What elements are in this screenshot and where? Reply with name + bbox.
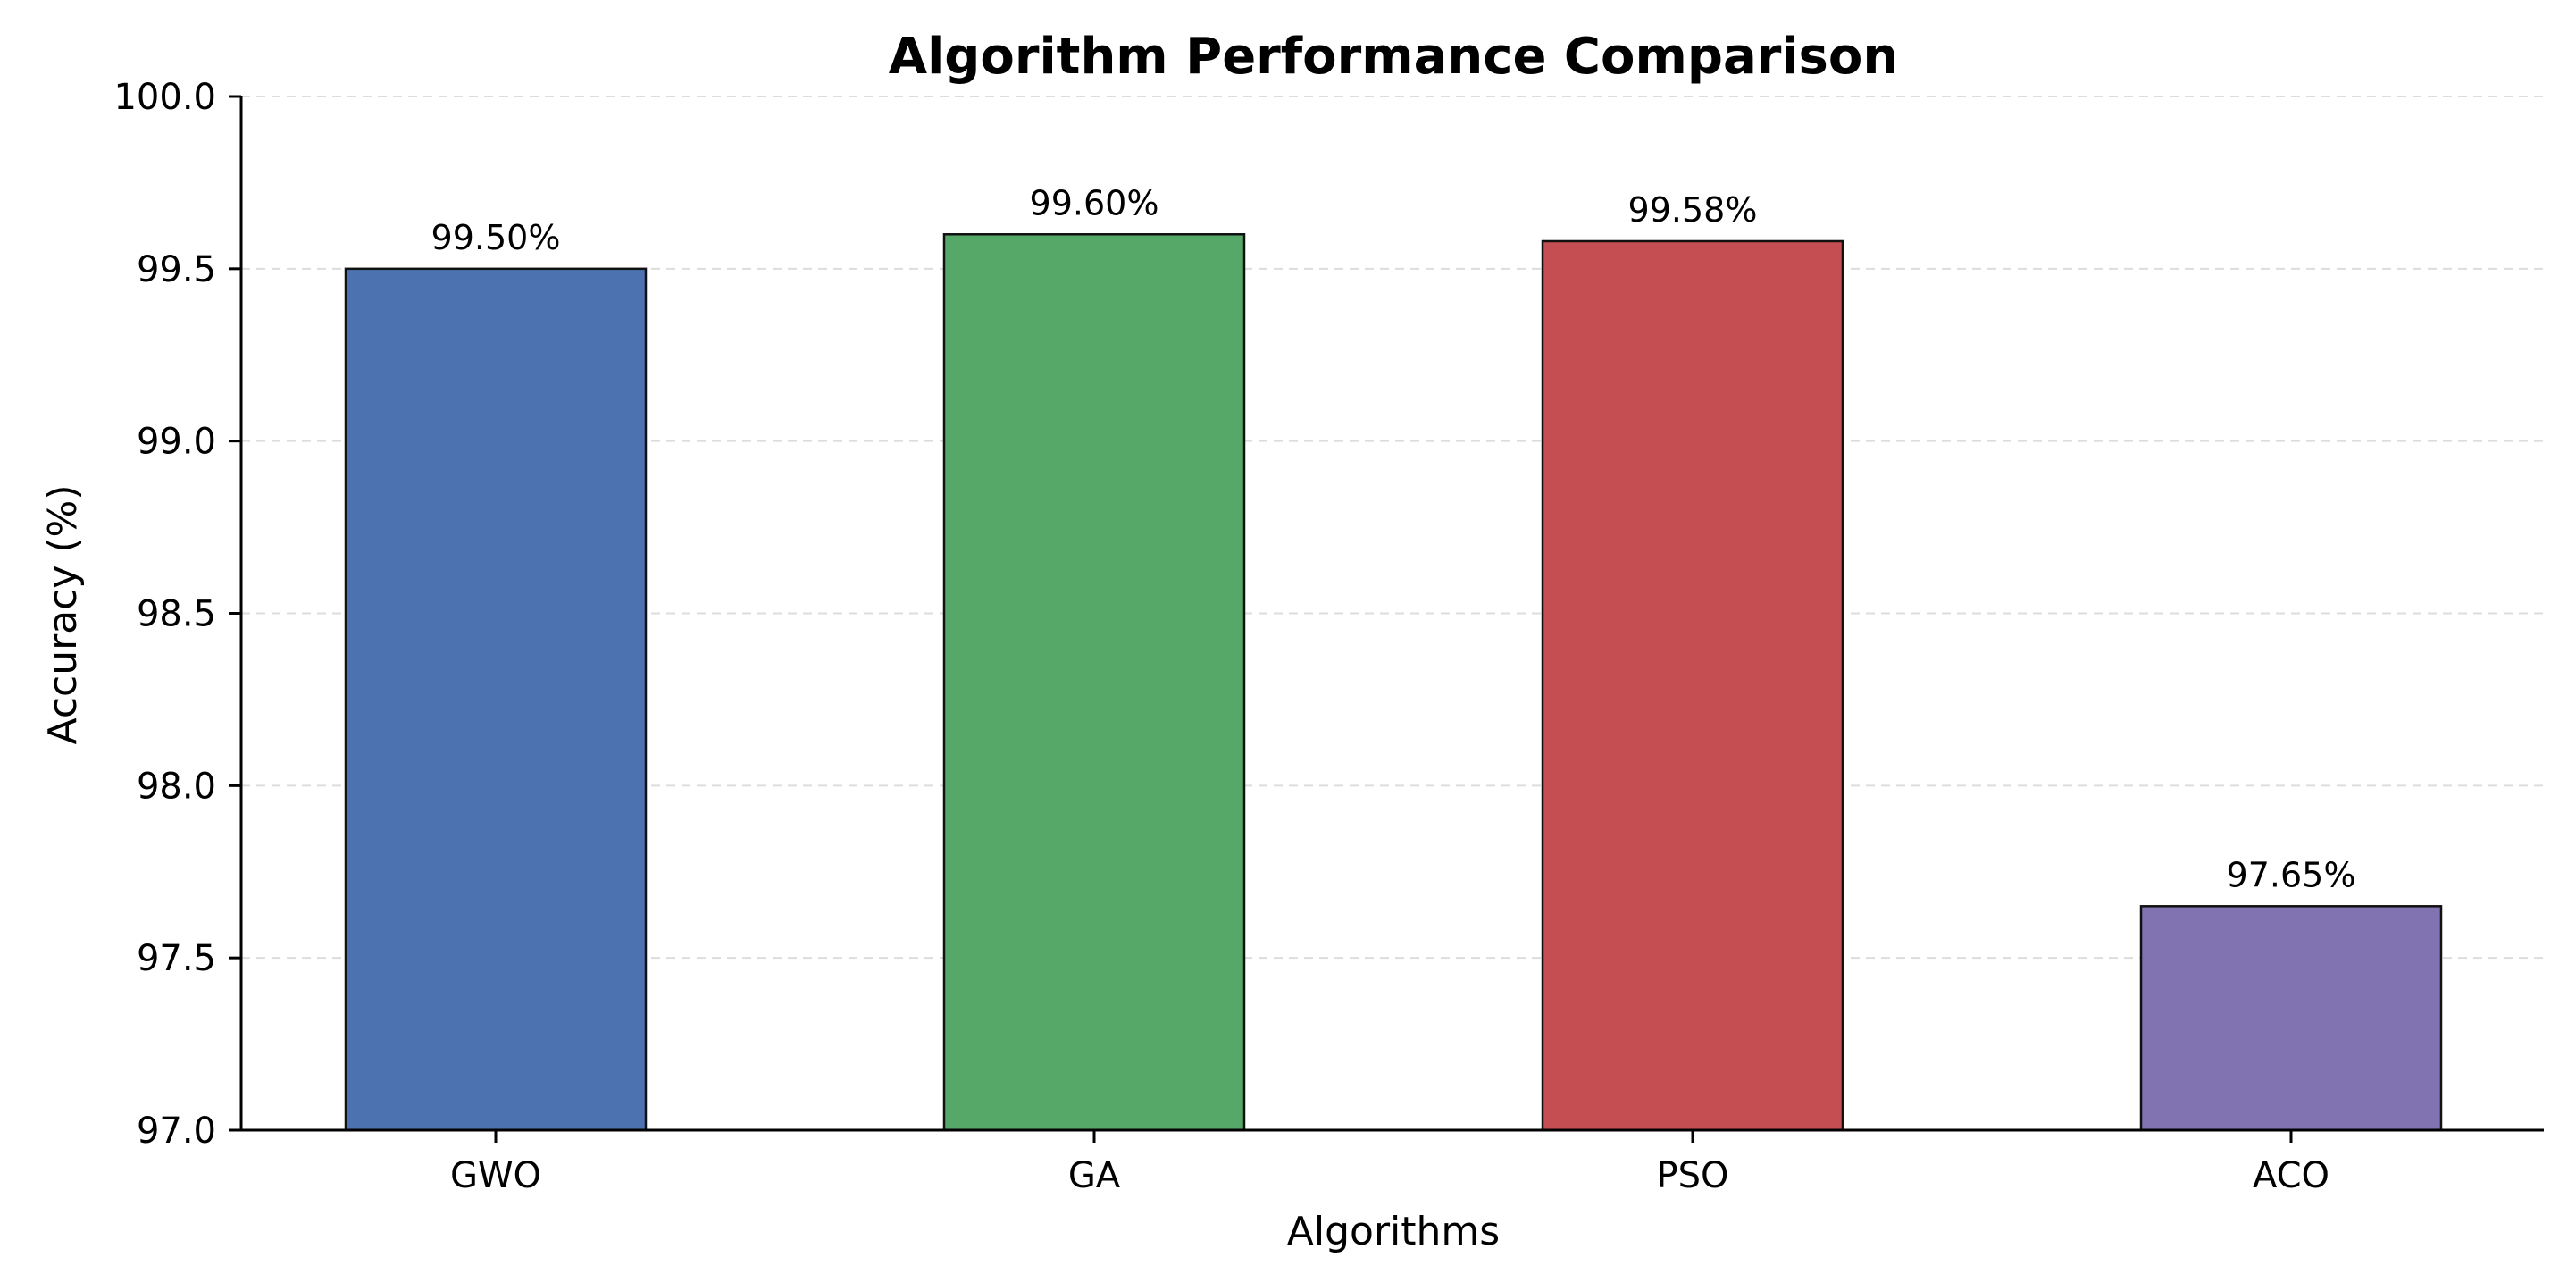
data-label-aco: 97.65% (2227, 855, 2356, 894)
bar-gwo (344, 267, 648, 1132)
data-label-pso: 99.58% (1628, 190, 1758, 230)
y-tick-label: 100.0 (113, 77, 216, 118)
x-ticks: GWO GA PSO ACO (450, 1130, 2329, 1196)
x-tick-label: GA (1068, 1155, 1121, 1196)
data-label-gwo: 99.50% (431, 218, 561, 257)
bars (344, 233, 2443, 1132)
y-tick-label: 97.5 (137, 938, 216, 979)
bar-pso (1541, 239, 1844, 1132)
y-tick-label: 99.5 (137, 249, 216, 290)
data-label-ga: 99.60% (1030, 183, 1159, 222)
y-tick-label: 98.5 (137, 594, 216, 635)
y-axis-title: Accuracy (%) (40, 484, 86, 744)
y-tick-label: 98.0 (137, 766, 216, 807)
y-tick-label: 97.0 (137, 1111, 216, 1152)
bar-aco (2139, 905, 2443, 1132)
y-tick-label: 99.0 (137, 422, 216, 463)
data-labels: 99.50% 99.60% 99.58% 97.65% (431, 183, 2356, 894)
bar-ga (942, 233, 1246, 1132)
x-axis-title: Algorithms (1287, 1209, 1500, 1254)
x-tick-label: ACO (2253, 1155, 2329, 1196)
chart-title: Algorithm Performance Comparison (889, 28, 1898, 86)
y-ticks: 97.0 97.5 98.0 98.5 99.0 99.5 100.0 (113, 77, 241, 1152)
x-tick-label: GWO (450, 1155, 541, 1196)
x-tick-label: PSO (1657, 1155, 1729, 1196)
